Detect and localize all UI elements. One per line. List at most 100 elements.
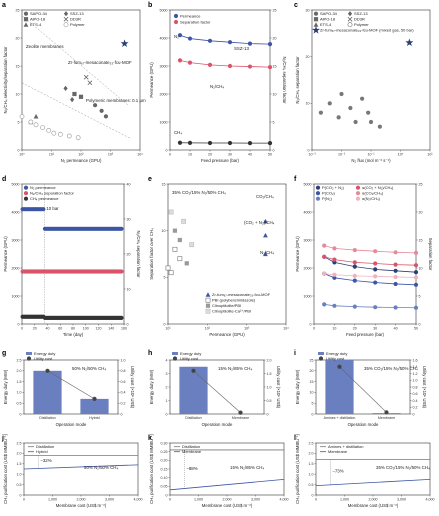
legend-marker [63,11,69,17]
y2-tick-label: 25 [273,8,277,12]
y2-tick-label: 15 [419,238,423,242]
data-point [78,94,84,99]
x-tick-label: 10 [332,327,336,331]
data-point [66,133,72,139]
annotation-ssz13: SSZ-13 [234,46,249,51]
y2-tick-label: 40 [127,182,131,186]
annotation-feed: 15% N₂/85% CH₄ [218,366,252,371]
data-point [405,38,414,47]
y-tick-label: 1 [166,399,168,403]
data-point [413,305,419,310]
data-point [51,130,57,136]
legend-label: Permeance [180,13,201,18]
y-axis-label: CH₄ purification cost (US$ MMBtu⁻¹) [149,433,154,503]
y-tick-label: 2.0 [309,452,314,456]
data-point [247,64,253,69]
legend-marker [63,22,69,28]
y-tick-label: 0.5 [309,483,314,487]
legend-label: SSZ-13 [70,11,84,16]
data-point [393,274,398,280]
x-tick-label: 40 [248,153,252,157]
x-tick-label: 0 [315,498,317,502]
panel-e: e Permeance (GPU) Separation factor over C… [148,176,289,337]
category-label: Amines + distillation [324,416,356,420]
y2-tick-label: 5 [419,294,421,298]
utility-cost-point [45,368,50,373]
data-point [318,110,323,115]
legend-label: Utility cost [180,356,199,361]
data-point [352,304,357,309]
panel-g: g Operation mode Energy duty (MW) Utility c… [2,350,135,427]
annotation-zeolite: Zeolite membranes [26,44,64,49]
data-point [352,260,357,265]
y2-tick-label: 25 [419,182,423,186]
y-tick-label: 4 [166,358,168,362]
annotation-feed: 15% N₂/85% CH₄ [230,465,264,470]
x-tick-label: 0 [169,498,171,502]
y-tick-label: 0.15 [161,467,168,471]
y2-tick-label: 10 [127,287,131,291]
panel-h: h Operation mode Energy duty (MW) Utility c… [148,350,281,427]
legend-marker [347,22,353,28]
data-point [322,254,327,259]
y2-tick-label: 10 [273,92,277,96]
data-point [75,135,81,141]
data-point [177,33,183,38]
data-point [322,271,327,276]
legend-label: Clinoptilolite/PBI [212,303,241,308]
y-tick-label: 0.10 [161,476,168,480]
utility-cost-point [384,410,389,415]
data-point [332,303,337,308]
annotation-polymer: Polymeric membranes: 0.1 μm [86,98,146,103]
annotation-n2-ch4: N₂/CH₄ [260,250,274,255]
data-point [72,91,77,97]
y-tick-label: 2 [166,385,168,389]
legend-marker [172,352,178,355]
annotation-co2n2-ch4: (CO₂ + N₂)/CH₄ [244,220,275,225]
legend-marker [205,297,211,303]
y-tick-label: 20 [16,36,20,40]
y-tick-label: 5 [312,402,314,406]
panel-label: k [148,435,152,442]
data-point [40,125,46,130]
series-line [315,479,431,487]
y2-axis-label: Utility cost (×10⁶ US$) [422,366,427,409]
data-point [172,228,178,233]
legend-label: Polymer [70,22,85,27]
panel-label: g [2,350,6,357]
x-tick-label: 160 [121,327,127,331]
legend-label: α(N₂/CH₄) [362,196,381,201]
x-tick-label: 100 [83,327,89,331]
x-tick-label: 10¹ [427,153,433,157]
y-tick-label: 4000 [12,210,20,214]
legend-label: SAPO-34 [320,11,338,16]
data-point [352,273,357,278]
annotation-ch4: CH₄ [174,130,182,135]
data-point [57,131,63,137]
x-tick-label: 0 [21,327,23,331]
y2-axis-label: N₂/CH₄ separation factor [282,56,287,104]
y-axis-label: CH₄ purification cost (US$ MMBtu⁻¹) [3,433,8,503]
data-point [70,97,75,103]
x-tick-label: 120 [96,327,102,331]
y2-tick-label: 30 [127,217,131,221]
data-point [41,207,46,212]
legend-marker [313,22,319,27]
legend-label: Membrane [182,449,202,454]
annotation-10bar: 10 bar [46,206,59,211]
x-tick-label: 3,000 [105,498,114,502]
annotation-mof: Zr-fum₆₇-mesaconate₃₃-fcu-MOF [68,60,132,65]
y2-tick-label: 0 [273,148,275,152]
panel-a: a N₂ permeance (GPU) N₂/CH₄ selectivity/se… [2,2,146,163]
data-point [119,269,124,274]
data-point [19,114,25,119]
data-point [332,257,337,262]
legend-label: DD3R [354,17,365,22]
series-line [324,304,417,309]
legend-label: P(CO₂) [322,191,336,196]
x-tick-label: 50 [268,153,272,157]
data-point [348,105,353,111]
x-tick-label: 10⁻² [338,153,346,157]
utility-cost-point [337,364,342,369]
energy-duty-bar [179,366,208,414]
